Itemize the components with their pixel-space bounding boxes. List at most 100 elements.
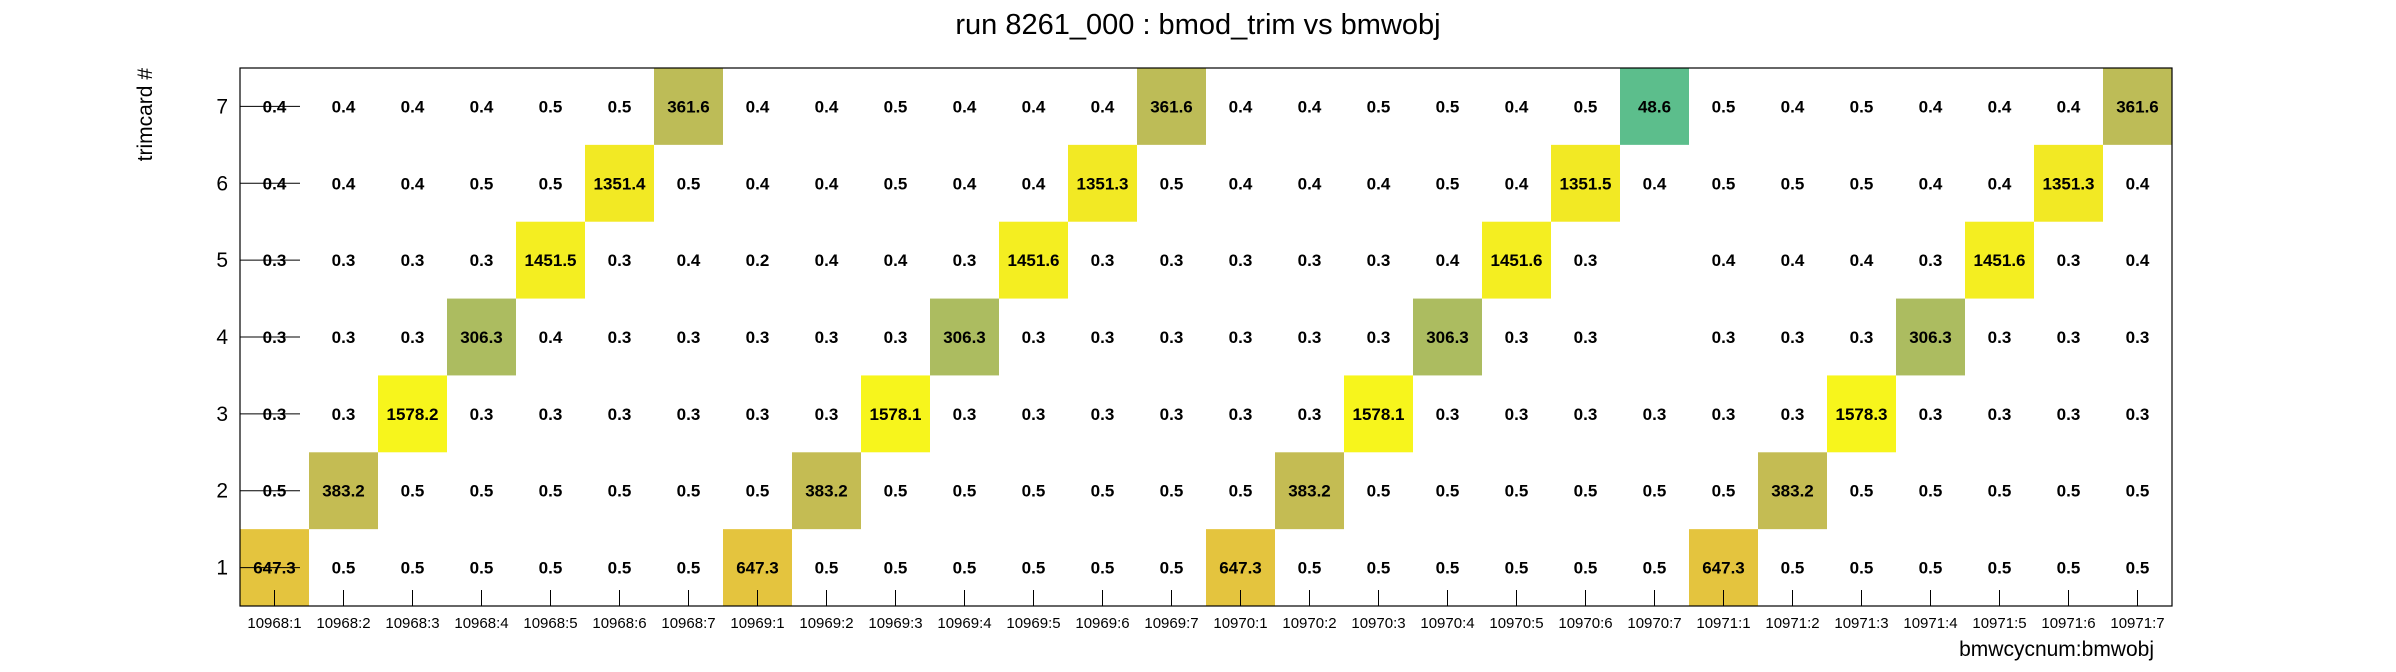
x-tick-label: 10968:7 — [661, 615, 715, 632]
cell-value-label: 0.3 — [1229, 328, 1253, 347]
cell-value-label: 0.4 — [1781, 97, 1805, 116]
cell-value-label: 1578.1 — [1353, 405, 1405, 424]
cell-value-label: 0.5 — [1091, 559, 1115, 578]
cell-value-label: 0.5 — [884, 97, 908, 116]
cell-value-label: 0.3 — [2057, 251, 2081, 270]
heatmap-cell — [2034, 144, 2103, 222]
cell-value-label: 1451.5 — [525, 251, 577, 270]
cell-value-label: 0.3 — [746, 328, 770, 347]
cell-value-label: 0.3 — [1298, 405, 1322, 424]
cell-value-label: 0.3 — [1160, 251, 1184, 270]
cell-value-label: 0.5 — [1850, 559, 1874, 578]
cell-value-label: 647.3 — [1702, 559, 1745, 578]
heatmap-cell — [516, 221, 585, 299]
cell-value-label: 0.4 — [2126, 174, 2150, 193]
plot-frame — [239, 67, 2173, 607]
cell-value-label: 0.3 — [1298, 251, 1322, 270]
cell-value-label: 1451.6 — [1491, 251, 1543, 270]
heatmap-cell — [654, 68, 723, 145]
cell-value-label: 1351.5 — [1560, 174, 1612, 193]
cell-value-label: 0.5 — [401, 482, 425, 501]
cell-value-label: 0.5 — [1436, 97, 1460, 116]
x-tick-label: 10969:5 — [1006, 615, 1060, 632]
cell-value-label: 0.3 — [1643, 405, 1667, 424]
heatmap-cell — [1068, 144, 1137, 222]
cell-value-label: 0.3 — [470, 405, 494, 424]
cell-value-label: 0.4 — [1229, 174, 1253, 193]
cell-value-label: 0.4 — [401, 174, 425, 193]
cell-value-label: 0.3 — [1229, 405, 1253, 424]
cell-value-label: 361.6 — [667, 97, 710, 116]
x-tick-label: 10971:6 — [2041, 615, 2095, 632]
cell-value-label: 0.4 — [2057, 97, 2081, 116]
heatmap-cell — [378, 375, 447, 453]
cell-value-label: 0.4 — [332, 174, 356, 193]
cell-value-label: 0.5 — [1436, 174, 1460, 193]
cell-value-label: 0.5 — [2126, 559, 2150, 578]
cell-value-label: 0.5 — [470, 559, 494, 578]
cell-value-label: 0.5 — [1850, 482, 1874, 501]
cell-value-label: 0.3 — [1160, 328, 1184, 347]
cell-value-label: 0.5 — [1160, 174, 1184, 193]
cell-value-label: 0.3 — [1367, 328, 1391, 347]
cell-value-label: 0.4 — [953, 174, 977, 193]
x-tick-label: 10969:2 — [799, 615, 853, 632]
cell-value-label: 0.3 — [1574, 251, 1598, 270]
cell-value-label: 0.5 — [539, 97, 563, 116]
cell-value-label: 0.5 — [539, 174, 563, 193]
cell-value-label: 0.5 — [2126, 482, 2150, 501]
cell-value-label: 0.5 — [1850, 174, 1874, 193]
cell-value-label: 0.3 — [1160, 405, 1184, 424]
cell-value-label: 0.5 — [1850, 97, 1874, 116]
cell-value-label: 0.5 — [1298, 559, 1322, 578]
cell-value-label: 0.5 — [1712, 174, 1736, 193]
cell-value-label: 0.5 — [1022, 482, 1046, 501]
cell-value-label: 1451.6 — [1008, 251, 1060, 270]
cell-value-label: 0.5 — [953, 559, 977, 578]
heatmap-cell — [1275, 452, 1344, 530]
cell-value-label: 0.3 — [1781, 405, 1805, 424]
heatmap-cell — [1758, 452, 1827, 530]
heatmap-cells — [240, 68, 2172, 606]
cell-value-label: 0.4 — [332, 97, 356, 116]
heatmap-cell — [1965, 221, 2034, 299]
cell-value-label: 0.4 — [746, 174, 770, 193]
cell-value-label: 383.2 — [1288, 482, 1331, 501]
cell-value-label: 0.5 — [953, 482, 977, 501]
cell-value-label: 0.3 — [2126, 328, 2150, 347]
y-tick-label: 2 — [216, 480, 228, 503]
cell-value-label: 0.3 — [1574, 328, 1598, 347]
cell-value-label: 0.3 — [815, 405, 839, 424]
cell-value-label: 0.4 — [1781, 251, 1805, 270]
heatmap-cell — [1137, 68, 1206, 145]
cell-value-label: 0.3 — [608, 328, 632, 347]
cell-value-label: 383.2 — [1771, 482, 1814, 501]
cell-value-label: 0.5 — [677, 174, 701, 193]
cell-value-label: 0.3 — [2126, 405, 2150, 424]
cell-value-label: 1351.4 — [594, 174, 647, 193]
cell-value-label: 0.3 — [677, 405, 701, 424]
x-tick-label: 10969:7 — [1144, 615, 1198, 632]
heatmap-cell — [309, 452, 378, 530]
cell-value-label: 0.3 — [332, 328, 356, 347]
cell-value-label: 0.3 — [677, 328, 701, 347]
cell-value-label: 0.3 — [1091, 405, 1115, 424]
cell-value-label: 0.5 — [1574, 97, 1598, 116]
cell-value-label: 0.5 — [1505, 482, 1529, 501]
x-tick-label: 10970:4 — [1420, 615, 1474, 632]
cell-value-label: 0.3 — [1505, 328, 1529, 347]
cell-labels: 0.4 0.4 0.4 0.4 0.5 0.5 361.6 0.4 0.4 0.5 0.4 0.4 0.… — [253, 97, 2159, 577]
cell-value-label: 0.3 — [1712, 405, 1736, 424]
cell-value-label: 0.5 — [1574, 559, 1598, 578]
x-axis-title: bmwcycnum:bmwobj — [1959, 638, 2154, 661]
cell-value-label: 0.3 — [401, 328, 425, 347]
heatmap-cell — [1482, 221, 1551, 299]
x-tick-label: 10969:6 — [1075, 615, 1129, 632]
cell-value-label: 0.5 — [1160, 559, 1184, 578]
cell-value-label: 1578.1 — [870, 405, 922, 424]
cell-value-label: 0.3 — [2057, 328, 2081, 347]
cell-value-label: 0.5 — [539, 482, 563, 501]
heatmap-cell — [999, 221, 1068, 299]
cell-value-label: 0.3 — [1919, 251, 1943, 270]
cell-value-label: 0.5 — [608, 559, 632, 578]
